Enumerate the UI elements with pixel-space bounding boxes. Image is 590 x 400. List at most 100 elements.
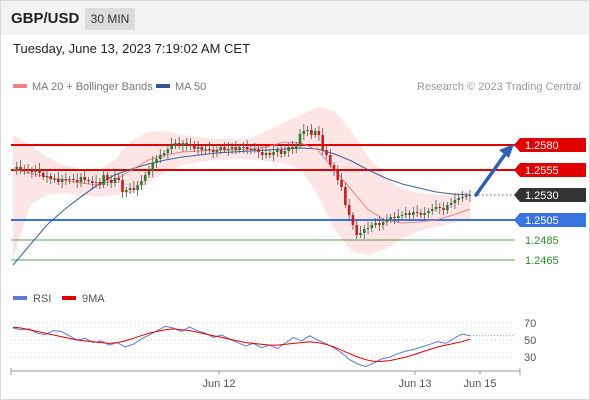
candle: [151, 156, 155, 177]
candle-body: [38, 170, 41, 173]
x-axis: Jun 12 Jun 13 Jun 15: [10, 368, 521, 390]
candle: [442, 202, 445, 215]
candle-body: [412, 212, 415, 215]
candle: [306, 126, 309, 136]
candle: [98, 178, 102, 189]
candle-body: [219, 147, 223, 150]
candle: [272, 146, 275, 161]
candle-body: [140, 181, 143, 185]
candle-body: [68, 179, 71, 180]
candle-body: [136, 185, 139, 190]
candle-body: [446, 205, 449, 210]
candle-body: [279, 150, 283, 154]
candle-body: [385, 220, 389, 222]
candle-body: [15, 167, 19, 169]
candle-body: [109, 180, 113, 183]
candle-body: [106, 175, 109, 180]
candle-body: [283, 151, 287, 154]
candle: [41, 169, 45, 180]
candle: [136, 181, 139, 196]
candle-body: [223, 147, 226, 150]
candle-body: [313, 131, 317, 135]
candle-body: [98, 182, 102, 185]
candle-body: [234, 147, 238, 150]
candle-body: [468, 195, 472, 196]
candle: [423, 207, 426, 221]
candle: [147, 166, 151, 178]
candle: [393, 212, 396, 224]
candle: [79, 173, 83, 187]
candle-body: [461, 197, 464, 198]
candle-body: [276, 150, 279, 152]
candle-body: [430, 209, 434, 211]
candle: [170, 138, 173, 154]
candle: [253, 143, 257, 153]
candle-body: [370, 225, 374, 228]
candle: [113, 171, 117, 187]
rsi-ma-line: [12, 326, 471, 362]
level-tag-1.2555: [514, 163, 586, 177]
candle: [219, 144, 223, 154]
candle-body: [253, 149, 257, 150]
forecast-arrow: [474, 144, 514, 197]
candle: [106, 172, 109, 186]
candle-body: [147, 171, 151, 175]
candle: [185, 138, 189, 151]
candle: [260, 147, 264, 160]
candle: [83, 171, 87, 184]
candle: [385, 214, 389, 226]
candle: [19, 160, 22, 174]
candle: [283, 144, 287, 157]
candle-body: [423, 213, 426, 215]
candle-body: [91, 181, 94, 183]
candle: [155, 155, 158, 168]
rsi-tick-50: 50: [524, 335, 536, 347]
candle: [412, 207, 415, 220]
candle: [117, 174, 121, 183]
candle: [362, 225, 366, 239]
candle: [242, 142, 245, 153]
candle-body: [332, 165, 336, 170]
level-label-1.2530: 1.2530: [525, 190, 559, 202]
candle-body: [344, 187, 347, 205]
candle-body: [457, 198, 460, 200]
candle-body: [389, 217, 392, 220]
candle-body: [434, 207, 438, 209]
candle: [359, 226, 362, 238]
level-labels: 1.2580 1.2555 1.2530 1.2505 1.2485 1.2465: [514, 138, 586, 267]
candle-body: [268, 153, 272, 155]
candle-body: [34, 170, 37, 172]
candle: [238, 144, 241, 153]
candle-body: [347, 205, 351, 215]
candle-body: [453, 200, 457, 203]
forecast-arrow-shaft: [474, 151, 508, 197]
candle: [211, 146, 215, 158]
candle: [181, 140, 185, 152]
candle-body: [442, 208, 445, 210]
candle-body: [257, 149, 260, 152]
level-label-1.2485: 1.2485: [525, 235, 559, 247]
candle-body: [238, 147, 241, 150]
candle: [464, 193, 468, 200]
ma50-legend-swatch: [156, 84, 170, 88]
candle: [291, 141, 294, 154]
candle-body: [170, 145, 173, 149]
candle-body: [174, 143, 177, 145]
candle-body: [155, 159, 158, 163]
timeframe-button[interactable]: 30 MIN: [85, 8, 135, 30]
candle: [438, 203, 442, 214]
candle: [310, 124, 313, 139]
candle: [276, 147, 279, 157]
candle: [419, 209, 423, 218]
candle: [336, 165, 340, 185]
candle-body: [366, 228, 370, 229]
candle: [453, 193, 457, 209]
candle-body: [49, 176, 53, 179]
candle: [268, 149, 272, 158]
candle-body: [438, 207, 442, 208]
candle: [415, 205, 419, 217]
candlesticks: [15, 124, 472, 239]
candle: [15, 162, 19, 175]
candle-body: [306, 130, 309, 131]
